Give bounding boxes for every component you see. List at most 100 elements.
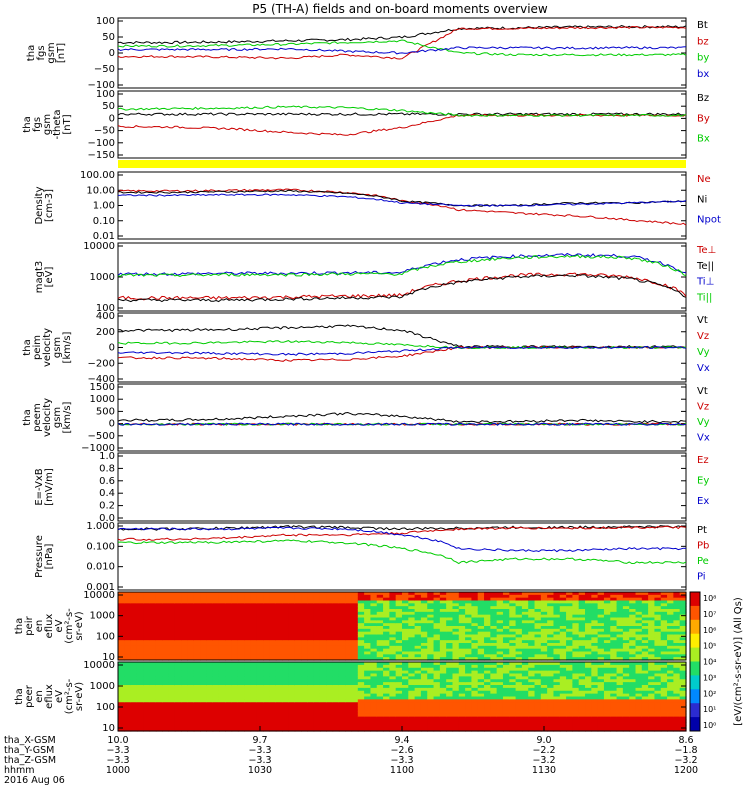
heatmap-cell: [212, 657, 220, 661]
heatmap-cell: [528, 648, 536, 653]
heatmap-cell: [383, 600, 390, 604]
heatmap-cell: [603, 603, 611, 607]
heatmap-cell: [225, 716, 233, 721]
heatmap-cell: [124, 690, 132, 695]
heatmap-cell: [502, 600, 510, 604]
heatmap-cell: [547, 592, 555, 596]
heatmap-cell: [225, 620, 233, 624]
heatmap-cell: [660, 708, 668, 712]
heatmap-cell: [313, 651, 321, 655]
heatmap-cell: [490, 687, 498, 692]
heatmap-cell: [124, 603, 132, 607]
y-tick-label: 1000: [90, 681, 115, 692]
heatmap-cell: [509, 651, 517, 655]
x-row-value: −2.2: [532, 745, 555, 756]
heatmap-cell: [635, 651, 643, 655]
heatmap-cell: [458, 597, 466, 602]
heatmap-cell: [225, 606, 233, 610]
panel-frame: [117, 171, 687, 240]
heatmap-cell: [540, 626, 548, 630]
heatmap-cell: [490, 705, 498, 709]
heatmap-cell: [496, 682, 504, 686]
heatmap-cell: [566, 699, 573, 703]
heatmap-cell: [250, 611, 258, 616]
heatmap-cell: [515, 670, 523, 675]
heatmap-cell: [301, 725, 308, 729]
heatmap-cell: [528, 609, 536, 613]
heatmap-cell: [395, 634, 403, 638]
heatmap-cell: [648, 708, 656, 712]
heatmap-cell: [168, 679, 176, 683]
heatmap-cell: [427, 643, 435, 647]
heatmap-cell: [288, 645, 296, 650]
heatmap-cell: [427, 611, 435, 616]
heatmap-cell: [376, 670, 384, 675]
panel-fgs_gsm_ang: 100500−50−100−150thafgsgsm-theta[nT]BzBy…: [22, 89, 710, 161]
heatmap-cell: [269, 592, 277, 596]
heatmap-cell: [136, 594, 144, 599]
heatmap-cell: [351, 640, 359, 644]
heatmap-cell: [307, 716, 315, 721]
heatmap-cell: [187, 614, 195, 619]
heatmap-cell: [553, 628, 561, 633]
heatmap-cell: [313, 614, 321, 619]
heatmap-cell: [528, 614, 536, 619]
heatmap-cell: [376, 667, 384, 672]
heatmap-cell: [572, 690, 580, 695]
colorbar-label: [eV/(cm²-s-sr-eV)] (All Qs): [733, 597, 744, 726]
heatmap-cell: [427, 710, 435, 715]
heatmap-cell: [357, 708, 365, 712]
heatmap-cell: [648, 728, 656, 732]
heatmap-cell: [143, 710, 151, 715]
heatmap-cell: [641, 623, 649, 627]
heatmap-cell: [206, 634, 214, 638]
heatmap-cell: [294, 708, 302, 712]
heatmap-cell: [282, 634, 289, 638]
heatmap-cell: [319, 626, 327, 630]
heatmap-cell: [118, 667, 125, 672]
heatmap-cell: [124, 728, 132, 732]
heatmap-cell: [458, 705, 466, 709]
heatmap-cell: [439, 600, 447, 604]
heatmap-cell: [679, 626, 687, 630]
legend-Pi: Pi: [697, 572, 706, 583]
heatmap-cell: [351, 657, 359, 661]
heatmap-cell: [395, 597, 403, 602]
heatmap-cell: [673, 640, 681, 644]
heatmap-cell: [402, 693, 409, 698]
heatmap-cell: [427, 657, 435, 661]
heatmap-cell: [275, 679, 283, 683]
heatmap-cell: [174, 592, 182, 596]
heatmap-cell: [124, 611, 132, 616]
heatmap-cell: [534, 710, 542, 715]
heatmap-cell: [667, 620, 674, 624]
heatmap-cell: [591, 705, 599, 709]
heatmap-cell: [679, 623, 687, 627]
heatmap-cell: [357, 664, 365, 669]
heatmap-cell: [641, 603, 649, 607]
heatmap-cell: [244, 645, 252, 650]
heatmap-cell: [540, 713, 548, 718]
heatmap-cell: [301, 600, 308, 604]
heatmap-cell: [218, 645, 226, 650]
heatmap-cell: [641, 634, 649, 638]
heatmap-cell: [439, 673, 447, 677]
y-axis-label-line: en: [34, 690, 45, 703]
heatmap-cell: [490, 722, 498, 726]
heatmap-cell: [326, 628, 334, 633]
heatmap-cell: [143, 620, 151, 624]
heatmap-cell: [566, 670, 573, 675]
legend-Ti||: Ti||: [696, 292, 712, 303]
heatmap-cell: [667, 682, 674, 686]
y-tick-label: 100: [96, 702, 115, 713]
heatmap-cell: [301, 702, 308, 706]
heatmap-cell: [124, 673, 132, 677]
heatmap-cell: [282, 696, 289, 700]
heatmap-cell: [496, 631, 504, 636]
heatmap-cell: [256, 673, 264, 677]
heatmap-cell: [143, 728, 151, 732]
heatmap-cell: [566, 710, 573, 715]
heatmap-cell: [629, 628, 637, 633]
heatmap-cell: [357, 713, 365, 718]
heatmap-cell: [566, 648, 573, 653]
